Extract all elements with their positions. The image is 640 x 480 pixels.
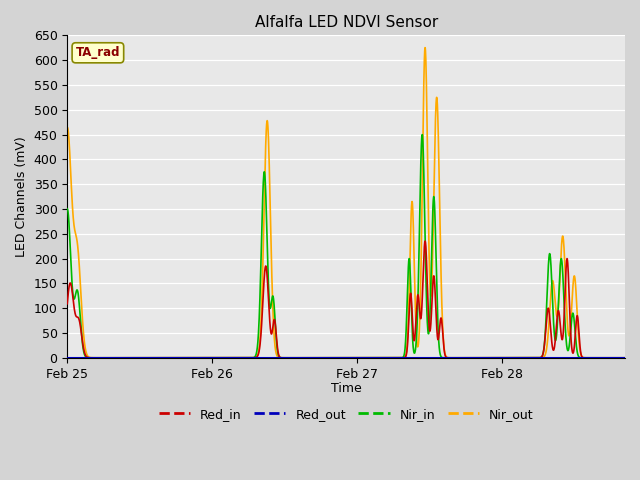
Y-axis label: LED Channels (mV): LED Channels (mV) <box>15 136 28 257</box>
Legend: Red_in, Red_out, Nir_in, Nir_out: Red_in, Red_out, Nir_in, Nir_out <box>154 403 539 426</box>
Text: TA_rad: TA_rad <box>76 46 120 60</box>
Title: Alfalfa LED NDVI Sensor: Alfalfa LED NDVI Sensor <box>255 15 438 30</box>
X-axis label: Time: Time <box>331 382 362 395</box>
